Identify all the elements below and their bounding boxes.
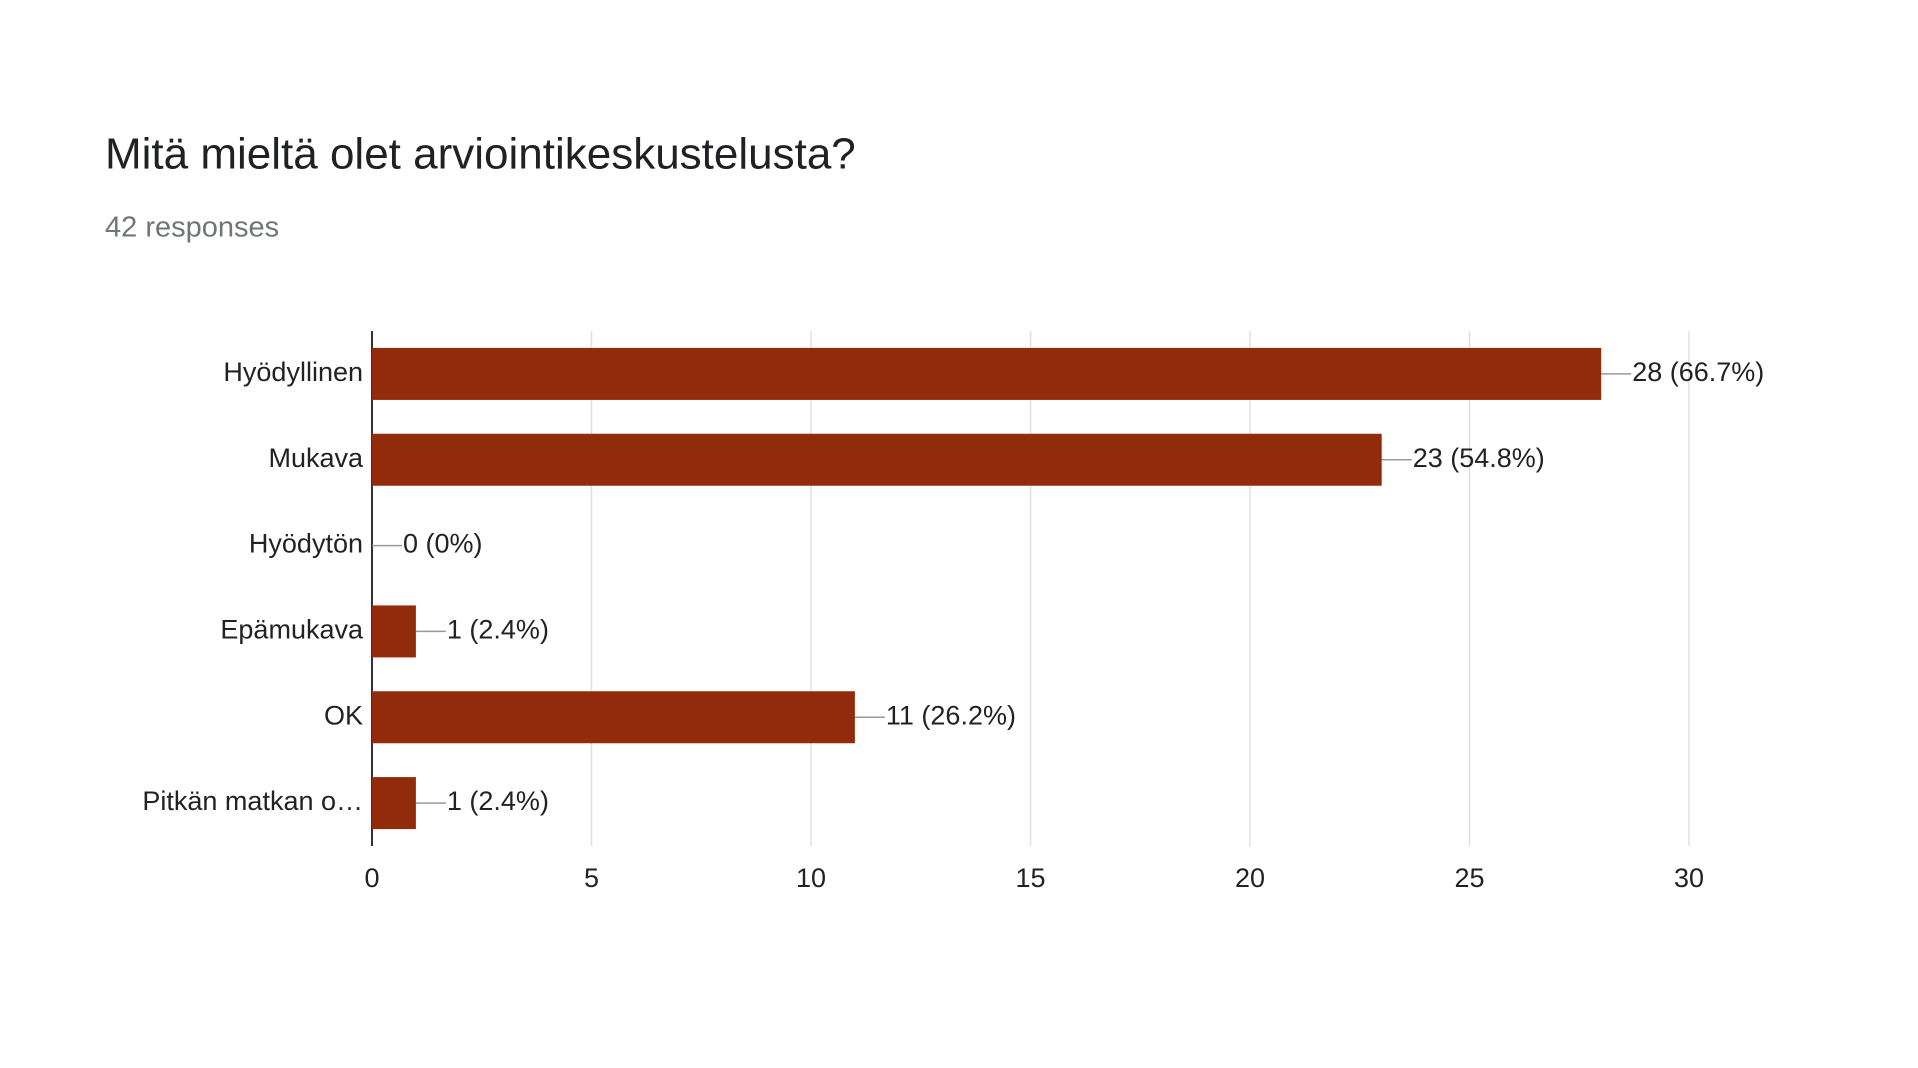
x-tick-label: 5: [584, 863, 599, 893]
bar: [372, 691, 855, 744]
data-label: 23 (54.8%): [1413, 443, 1545, 473]
y-tick-label: Mukava: [268, 443, 364, 473]
y-tick-label: Pitkän matkan o…: [142, 786, 363, 816]
y-tick-label: OK: [324, 700, 363, 730]
x-tick-label: 25: [1454, 863, 1484, 893]
bar: [372, 433, 1382, 486]
bar: [372, 605, 416, 658]
x-tick-label: 10: [796, 863, 826, 893]
y-tick-label: Hyödyllinen: [223, 357, 363, 387]
data-label: 1 (2.4%): [447, 786, 549, 816]
chart-subtitle: 42 responses: [105, 212, 279, 244]
data-label: 28 (66.7%): [1632, 357, 1764, 387]
bar: [372, 347, 1602, 400]
y-tick-label: Epämukava: [220, 615, 364, 645]
data-label: 1 (2.4%): [447, 615, 549, 645]
x-tick-label: 0: [364, 863, 379, 893]
x-tick-label: 20: [1235, 863, 1265, 893]
chart-title: Mitä mieltä olet arviointikeskustelusta?: [105, 130, 856, 179]
data-label: 0 (0%): [403, 529, 483, 559]
y-tick-label: Hyödytön: [249, 529, 363, 559]
x-tick-label: 15: [1015, 863, 1045, 893]
bar: [372, 777, 416, 830]
x-tick-label: 30: [1674, 863, 1704, 893]
data-label: 11 (26.2%): [886, 700, 1016, 730]
